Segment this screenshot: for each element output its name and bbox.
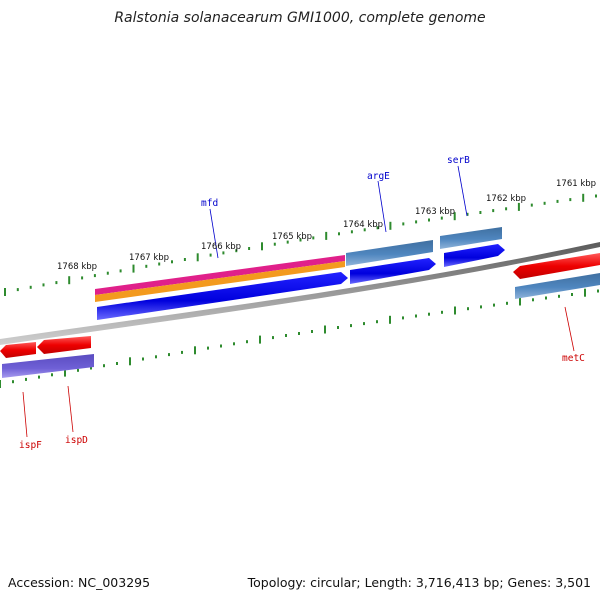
orange-feature[interactable] — [95, 261, 345, 302]
ispD-leader — [67, 385, 74, 433]
ispD-label[interactable]: ispD — [65, 435, 88, 446]
mfd-label[interactable]: mfd — [201, 198, 218, 209]
upper-ruler — [4, 193, 597, 296]
ruler-label: 1764 kbp — [343, 220, 383, 230]
mfd-leader — [209, 208, 219, 259]
lower-ruler — [0, 288, 599, 388]
serB-label[interactable]: serB — [447, 155, 470, 166]
ruler-label: 1763 kbp — [415, 207, 455, 217]
genome-summary: Topology: circular; Length: 3,716,413 bp… — [247, 575, 591, 590]
metC-label[interactable]: metC — [562, 353, 585, 364]
ruler-label: 1766 kbp — [201, 242, 241, 252]
ispF-leader — [22, 391, 28, 438]
ruler-label: 1768 kbp — [57, 262, 97, 272]
metC-cds[interactable] — [513, 253, 600, 279]
metC-gene[interactable] — [515, 273, 600, 299]
ispD-cds[interactable] — [37, 336, 91, 354]
argE-label[interactable]: argE — [367, 171, 390, 182]
genome-backbone — [0, 242, 600, 345]
argE-gene[interactable] — [346, 240, 433, 266]
argE-leader — [377, 180, 387, 233]
ruler-label: 1765 kbp — [272, 232, 312, 242]
serB-leader — [457, 165, 468, 217]
ispF-cds[interactable] — [0, 342, 36, 358]
accession-text: Accession: NC_003295 — [8, 575, 151, 590]
ruler-label: 1762 kbp — [486, 194, 526, 204]
ispDF-gene[interactable] — [2, 354, 94, 378]
ruler-label: 1767 kbp — [129, 253, 169, 263]
argE-cds[interactable] — [350, 258, 436, 284]
ruler-label: 1761 kbp — [556, 179, 596, 189]
serB-gene[interactable] — [440, 227, 502, 249]
mfd-cds[interactable] — [97, 272, 348, 320]
genome-title: Ralstonia solanacearum GMI1000, complete… — [114, 10, 486, 26]
serB-cds[interactable] — [444, 244, 505, 267]
ispF-label[interactable]: ispF — [19, 440, 42, 451]
magenta-feature[interactable] — [95, 255, 345, 295]
metC-leader — [564, 306, 575, 352]
